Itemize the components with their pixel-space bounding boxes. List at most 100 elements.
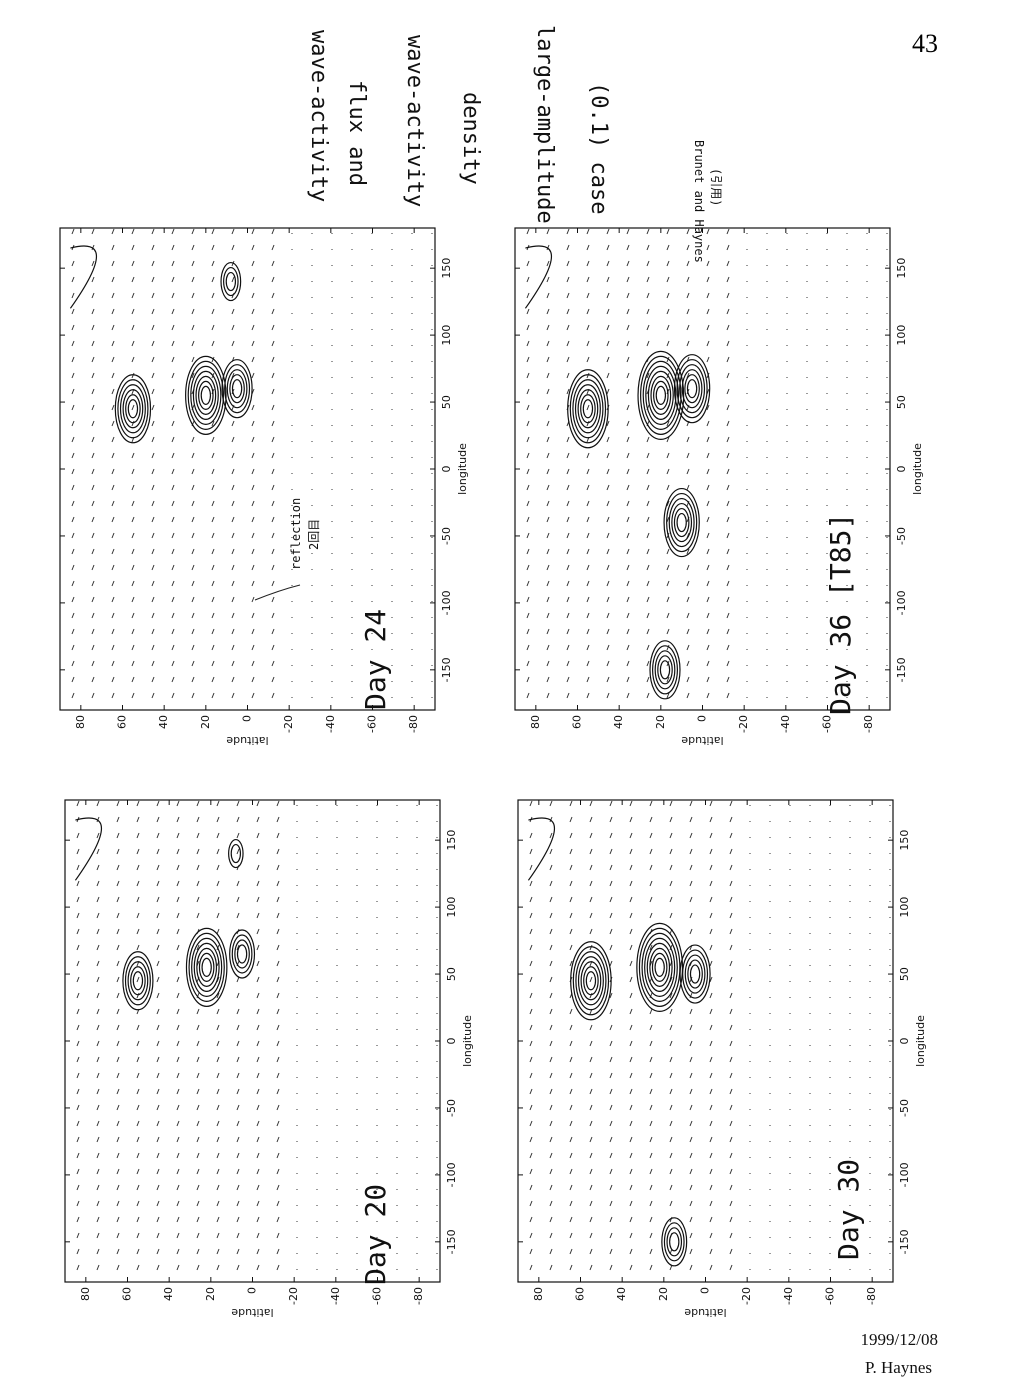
vector [196, 1056, 200, 1063]
vector [649, 1152, 653, 1159]
vector [76, 1136, 80, 1143]
vector [176, 928, 180, 935]
vector [171, 452, 175, 459]
vector [629, 1104, 633, 1111]
vector [276, 912, 280, 919]
vector [116, 976, 120, 983]
vector [609, 1072, 613, 1079]
vector [629, 1072, 633, 1079]
vector [116, 1088, 120, 1095]
vector [709, 1184, 713, 1191]
vector [566, 452, 570, 459]
vector [111, 644, 115, 651]
vector [569, 1232, 573, 1239]
y-tick-label: -40 [329, 1287, 342, 1305]
vector [171, 468, 175, 475]
vector [116, 1264, 120, 1271]
vector [709, 1072, 713, 1079]
vector [71, 276, 75, 283]
vector [629, 1232, 633, 1239]
vector [566, 516, 570, 523]
vector [649, 1024, 653, 1031]
contour [655, 385, 667, 405]
vector [689, 1200, 693, 1207]
vector [689, 992, 693, 999]
vector [569, 1040, 573, 1047]
vector [669, 1072, 673, 1079]
vector [549, 1056, 553, 1063]
vector [709, 1200, 713, 1207]
vector [151, 244, 155, 251]
vector [589, 880, 593, 887]
vector [526, 500, 530, 507]
vector [629, 880, 633, 887]
vector [276, 1152, 280, 1159]
vector [706, 404, 710, 411]
contour [653, 380, 669, 410]
vector [606, 484, 610, 491]
vector [271, 564, 275, 571]
vector [116, 928, 120, 935]
vector [256, 816, 260, 823]
vector [646, 660, 650, 667]
vector [171, 612, 175, 619]
vector [271, 404, 275, 411]
vector [606, 612, 610, 619]
vector [529, 960, 533, 967]
vector [116, 1120, 120, 1127]
vector [549, 1248, 553, 1255]
vector [649, 1120, 653, 1127]
vector [216, 832, 220, 839]
vector [626, 244, 630, 251]
vector [71, 404, 75, 411]
vector [91, 260, 95, 267]
vector [271, 692, 275, 699]
vector [566, 644, 570, 651]
vector [666, 276, 670, 283]
vector [176, 1088, 180, 1095]
vector [116, 944, 120, 951]
vector [626, 340, 630, 347]
vector [609, 1008, 613, 1015]
vector [231, 596, 235, 603]
vector [96, 1120, 100, 1127]
vector [276, 1200, 280, 1207]
vector [276, 1136, 280, 1143]
vector [726, 612, 730, 619]
vector [191, 260, 195, 267]
vector [589, 1136, 593, 1143]
vector [686, 324, 690, 331]
vector [589, 1056, 593, 1063]
vector [629, 1152, 633, 1159]
vector [666, 500, 670, 507]
vector [196, 1024, 200, 1031]
vector [256, 864, 260, 871]
vector [726, 228, 730, 235]
vector [566, 244, 570, 251]
vector [276, 1024, 280, 1031]
vector [546, 372, 550, 379]
vector [649, 1088, 653, 1095]
vector [586, 404, 590, 411]
y-tick-label: 20 [204, 1287, 217, 1301]
vector [256, 896, 260, 903]
vector [156, 816, 160, 823]
vector [549, 1152, 553, 1159]
y-tick-label: -60 [371, 1287, 384, 1305]
vector [549, 1232, 553, 1239]
vector [709, 1152, 713, 1159]
vector [549, 1216, 553, 1223]
vector [726, 452, 730, 459]
vector [569, 880, 573, 887]
vector [236, 848, 240, 855]
vector [271, 484, 275, 491]
vector [76, 800, 80, 807]
vector [156, 848, 160, 855]
vector [726, 340, 730, 347]
contour [582, 399, 594, 419]
vector [606, 276, 610, 283]
vector [91, 388, 95, 395]
vector [76, 1248, 80, 1255]
vector [669, 800, 673, 807]
page-number: 43 [912, 29, 938, 58]
